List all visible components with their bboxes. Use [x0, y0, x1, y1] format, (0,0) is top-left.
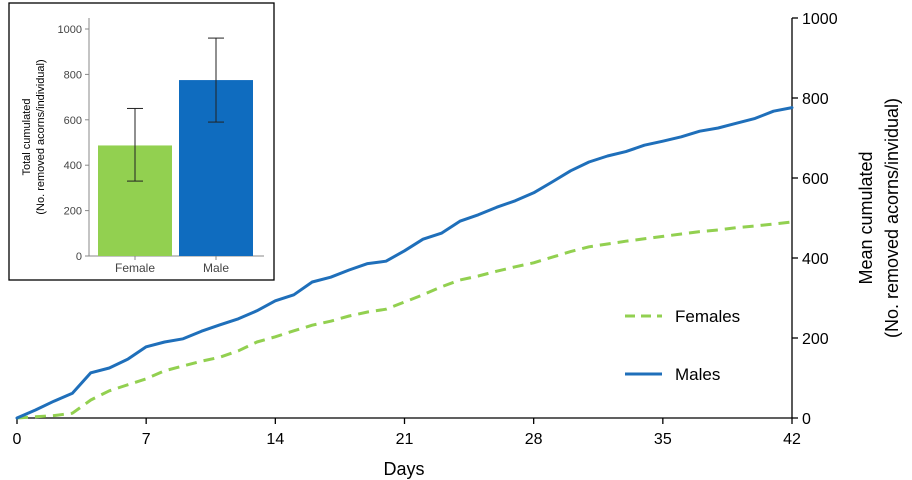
main-y-tick-label: 200 — [802, 331, 829, 348]
inset-y-tick-label: 400 — [64, 160, 82, 172]
main-y-tick-label: 0 — [802, 411, 811, 428]
inset-x-labels: Female Male — [115, 256, 229, 275]
inset-y-tick-label: 0 — [76, 251, 82, 263]
legend: Females Males — [625, 307, 740, 384]
legend-label-females: Females — [675, 307, 740, 326]
main-y-ticks: 0 200 400 600 800 1000 — [792, 11, 838, 428]
main-x-ticks: 0 7 14 21 28 35 42 — [13, 418, 801, 448]
main-x-tick-label: 35 — [654, 431, 672, 448]
main-x-tick-label: 0 — [13, 431, 22, 448]
main-x-tick-label: 21 — [396, 431, 414, 448]
inset-x-label-male: Male — [203, 261, 229, 275]
main-x-tick-label: 28 — [525, 431, 543, 448]
series-line-males — [15, 106, 794, 420]
inset-bar-chart: 0 200 400 600 800 1000 Female Male Total cumul… — [8, 2, 275, 281]
main-y-axis-label-line2: (No. removed acorns/invidual) — [882, 98, 902, 338]
main-y-tick-label: 1000 — [802, 11, 838, 28]
inset-y-axis-label-line1: Total cumulated — [21, 98, 33, 175]
main-x-tick-label: 42 — [783, 431, 801, 448]
inset-y-ticks: 0 200 400 600 800 1000 — [58, 24, 89, 263]
main-x-axis-label: Days — [383, 459, 424, 479]
main-x-tick-label: 7 — [142, 431, 151, 448]
inset-y-tick-label: 600 — [64, 115, 82, 127]
legend-label-males: Males — [675, 365, 720, 384]
inset-bars — [98, 37, 253, 256]
main-y-axis-label-line1: Mean cumulated — [856, 151, 876, 284]
series-line-females — [16, 220, 793, 420]
main-series-lines — [15, 106, 794, 420]
main-y-tick-label: 600 — [802, 171, 829, 188]
main-x-tick-label: 14 — [266, 431, 284, 448]
inset-y-tick-label: 800 — [64, 69, 82, 81]
main-y-tick-label: 800 — [802, 91, 829, 108]
inset-y-tick-label: 200 — [64, 206, 82, 218]
inset-y-tick-label: 1000 — [58, 24, 82, 36]
inset-x-label-female: Female — [115, 261, 155, 275]
inset-y-axis-label-line2: (No. removed acorns/individual) — [35, 59, 47, 214]
main-y-tick-label: 400 — [802, 251, 829, 268]
